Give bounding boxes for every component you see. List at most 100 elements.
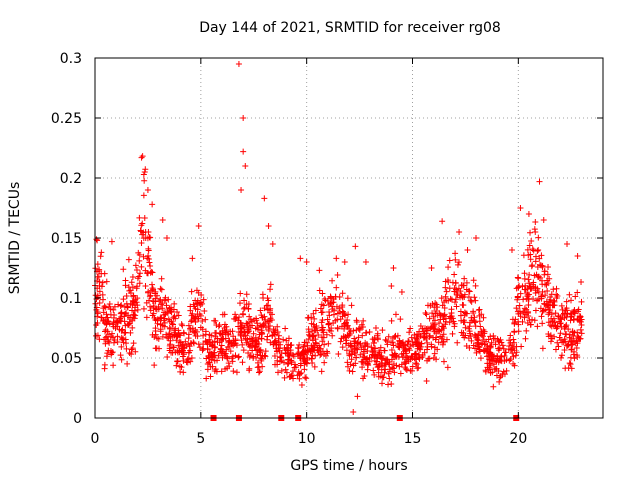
data-point xyxy=(174,358,181,365)
data-point xyxy=(510,353,517,360)
data-point xyxy=(138,263,145,270)
data-point xyxy=(225,360,232,367)
data-point xyxy=(455,259,462,266)
data-point xyxy=(145,247,152,254)
data-point xyxy=(347,361,354,368)
data-point xyxy=(332,317,339,324)
data-point xyxy=(538,313,545,320)
data-point xyxy=(171,313,178,320)
data-point xyxy=(218,342,225,349)
data-point xyxy=(427,325,434,332)
data-point xyxy=(344,359,351,366)
data-point xyxy=(235,329,242,336)
data-point xyxy=(403,358,410,365)
data-point xyxy=(362,343,369,350)
data-point xyxy=(476,318,483,325)
data-point xyxy=(101,303,108,310)
data-point xyxy=(535,246,542,253)
data-point xyxy=(174,309,181,316)
data-point xyxy=(195,341,202,348)
x-tick-label: 5 xyxy=(196,431,205,447)
data-point xyxy=(456,229,463,235)
data-point xyxy=(352,346,359,353)
data-point xyxy=(499,342,506,349)
data-point xyxy=(139,231,146,238)
data-point xyxy=(302,374,309,381)
data-point xyxy=(520,252,527,259)
data-point xyxy=(187,303,194,310)
data-point xyxy=(131,315,138,322)
data-point xyxy=(130,340,137,347)
data-point xyxy=(134,295,141,302)
data-point xyxy=(538,262,545,269)
data-point xyxy=(261,320,268,327)
data-point xyxy=(147,292,154,299)
data-point xyxy=(193,300,200,307)
data-point xyxy=(385,381,392,388)
data-point xyxy=(124,321,131,328)
data-point xyxy=(108,238,115,245)
data-point xyxy=(98,249,105,256)
data-point xyxy=(99,279,106,286)
data-point xyxy=(122,329,129,336)
data-point xyxy=(346,351,353,358)
data-point xyxy=(493,372,500,379)
data-point xyxy=(304,342,311,349)
data-point xyxy=(284,361,291,368)
data-point xyxy=(546,275,553,282)
data-point xyxy=(92,292,99,299)
data-point xyxy=(547,294,554,301)
data-point xyxy=(125,312,132,319)
data-point xyxy=(516,282,523,289)
data-point xyxy=(136,273,143,280)
data-point xyxy=(180,329,187,336)
data-point xyxy=(515,275,522,282)
data-point xyxy=(539,288,546,295)
data-point xyxy=(539,320,546,327)
data-point xyxy=(244,336,251,343)
data-point xyxy=(567,354,574,361)
data-point xyxy=(272,337,279,344)
data-point xyxy=(362,259,369,265)
data-point xyxy=(526,271,533,278)
data-point xyxy=(353,327,360,334)
data-point xyxy=(496,338,503,345)
data-point xyxy=(275,369,282,376)
data-point xyxy=(206,331,213,338)
data-point xyxy=(406,329,413,336)
data-point xyxy=(545,311,552,318)
data-point xyxy=(192,319,199,326)
data-point xyxy=(372,324,379,331)
data-point xyxy=(312,339,319,346)
data-point xyxy=(341,322,348,329)
data-point xyxy=(276,347,283,354)
data-point xyxy=(450,318,457,325)
data-point xyxy=(414,336,421,343)
data-point xyxy=(439,218,446,225)
data-point xyxy=(162,294,169,301)
data-point xyxy=(459,293,466,300)
data-point xyxy=(262,353,269,360)
data-point xyxy=(500,345,507,352)
data-point xyxy=(369,336,376,343)
data-point xyxy=(146,293,153,300)
data-point xyxy=(522,335,529,342)
data-point xyxy=(424,302,431,309)
data-point xyxy=(230,368,237,375)
data-point xyxy=(149,285,156,292)
data-point xyxy=(346,367,353,374)
data-point xyxy=(222,335,229,342)
data-point xyxy=(392,311,399,318)
data-point xyxy=(433,356,440,363)
data-point xyxy=(385,333,392,340)
data-point xyxy=(346,330,353,337)
x-tick-label: 0 xyxy=(91,431,100,447)
data-point xyxy=(297,362,304,369)
data-point xyxy=(353,317,360,324)
x-axis-label: GPS time / hours xyxy=(290,458,407,474)
data-point xyxy=(275,339,282,346)
data-point xyxy=(409,363,416,370)
data-point xyxy=(477,323,484,330)
data-point xyxy=(434,312,441,319)
